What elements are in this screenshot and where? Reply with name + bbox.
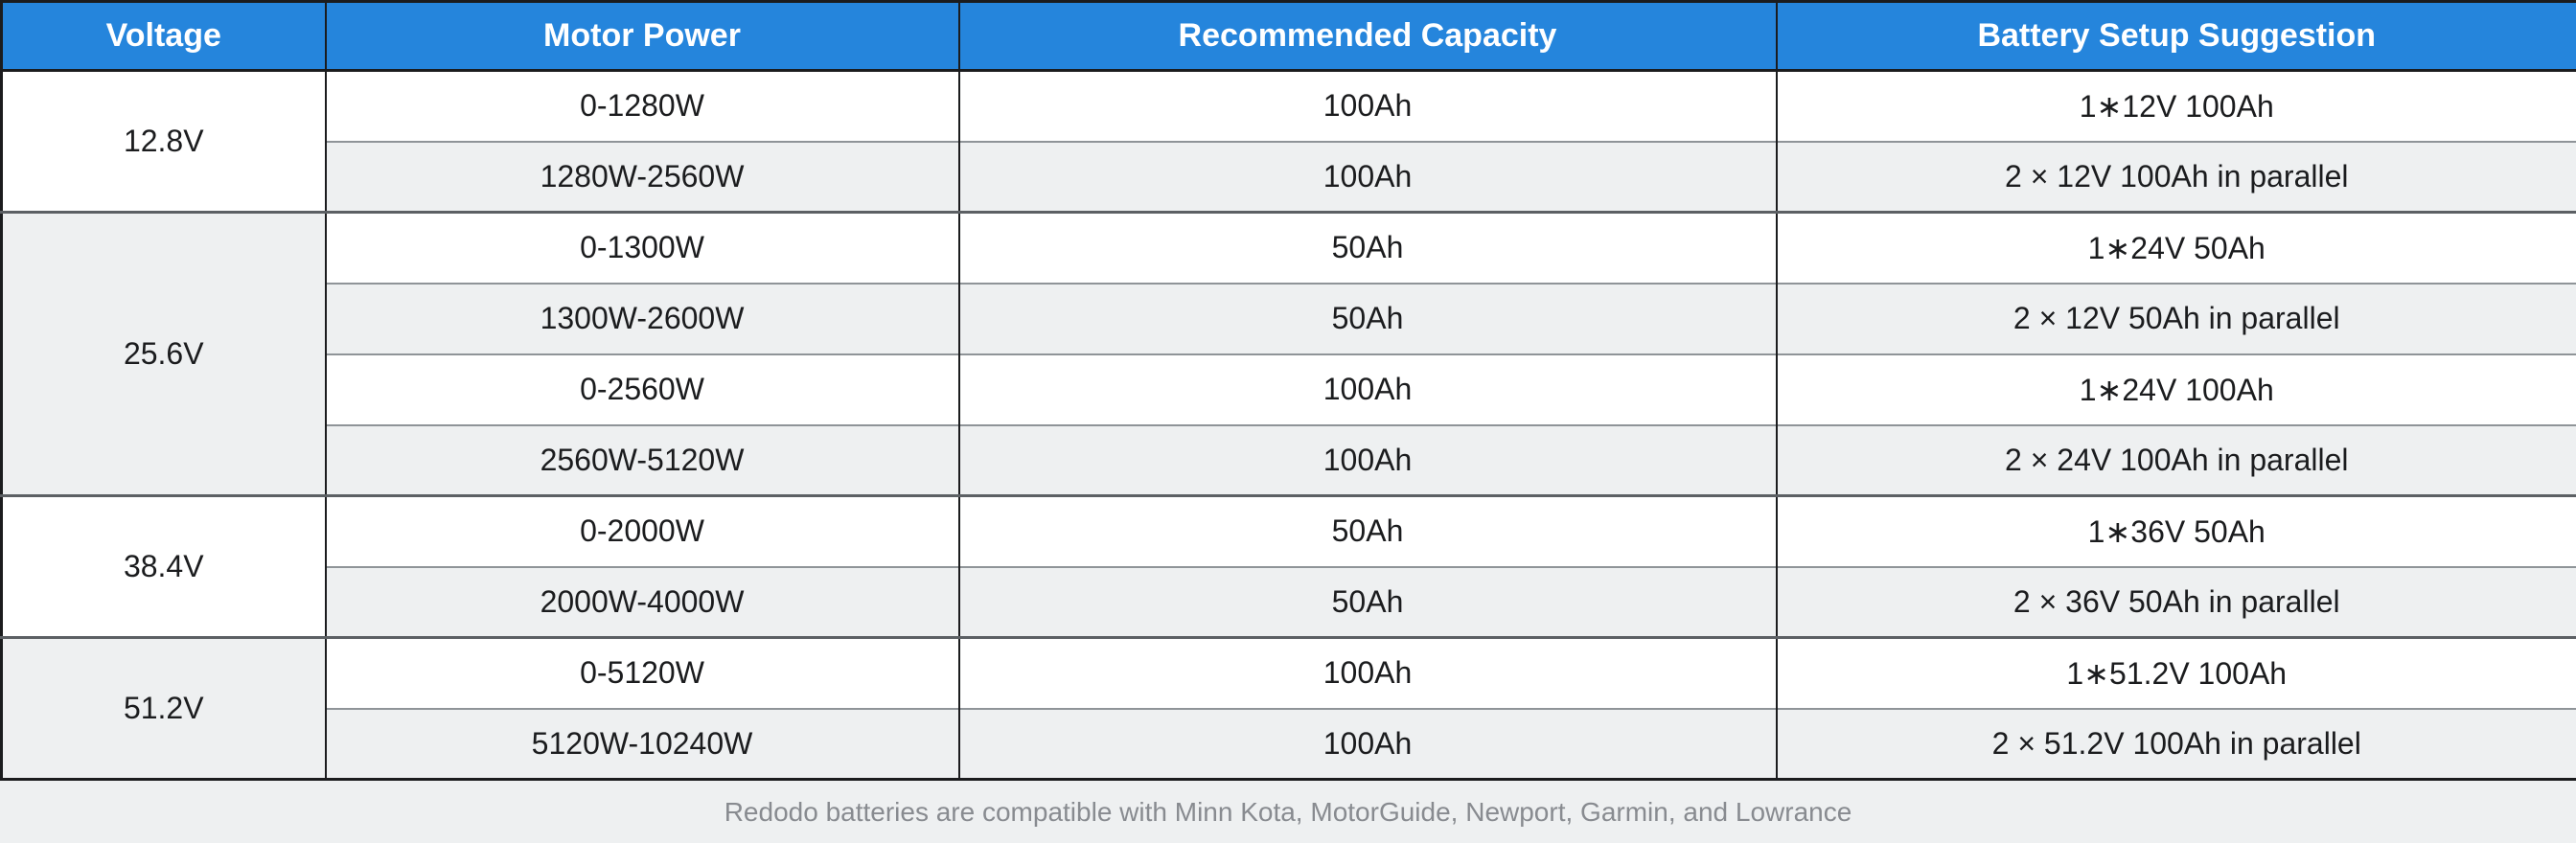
capacity-cell: 100Ah	[957, 70, 1777, 142]
header-cell-voltage: Voltage	[1, 1, 326, 72]
motor-power-cell: 2560W-5120W	[324, 423, 959, 496]
motor-power-cell: 0-1280W	[324, 70, 959, 142]
capacity-cell: 50Ah	[957, 565, 1777, 638]
table-row: 2000W-4000W 50Ah 2 × 36V 50Ah in paralle…	[2, 565, 2576, 638]
motor-power-cell: 1280W-2560W	[324, 140, 959, 213]
voltage-cell: 12.8V	[1, 70, 326, 213]
motor-power-cell: 0-2560W	[324, 353, 959, 425]
motor-power-cell: 2000W-4000W	[324, 565, 959, 638]
setup-cell: 2 × 12V 100Ah in parallel	[1775, 140, 2576, 213]
motor-power-cell: 0-5120W	[324, 636, 959, 709]
voltage-cell: 38.4V	[1, 494, 326, 638]
capacity-cell: 50Ah	[957, 494, 1777, 567]
footer-note-bar: Redodo batteries are compatible with Min…	[0, 781, 2576, 843]
setup-cell: 1∗24V 50Ah	[1775, 211, 2576, 284]
header-cell-motor-power: Motor Power	[324, 1, 959, 72]
setup-cell: 2 × 24V 100Ah in parallel	[1775, 423, 2576, 496]
table-row: 0-2560W 100Ah 1∗24V 100Ah	[2, 353, 2576, 425]
capacity-cell: 100Ah	[957, 140, 1777, 213]
header-cell-battery-setup: Battery Setup Suggestion	[1775, 1, 2576, 72]
table-row: 1300W-2600W 50Ah 2 × 12V 50Ah in paralle…	[2, 282, 2576, 354]
table-row: 5120W-10240W 100Ah 2 × 51.2V 100Ah in pa…	[2, 707, 2576, 780]
capacity-cell: 50Ah	[957, 211, 1777, 284]
header-row: Voltage Motor Power Recommended Capacity…	[1, 1, 2576, 72]
setup-cell: 2 × 36V 50Ah in parallel	[1775, 565, 2576, 638]
motor-power-cell: 0-2000W	[324, 494, 959, 567]
setup-cell: 1∗36V 50Ah	[1775, 494, 2576, 567]
capacity-cell: 100Ah	[957, 636, 1777, 709]
table-row: 38.4V 0-2000W 50Ah 1∗36V 50Ah	[1, 494, 2576, 638]
table-row: 1280W-2560W 100Ah 2 × 12V 100Ah in paral…	[2, 140, 2576, 213]
battery-setup-table: Voltage Motor Power Recommended Capacity…	[0, 0, 2576, 781]
setup-cell: 1∗51.2V 100Ah	[1775, 636, 2576, 709]
setup-cell: 2 × 12V 50Ah in parallel	[1775, 282, 2576, 354]
setup-cell: 1∗12V 100Ah	[1775, 70, 2576, 142]
table-row: 2560W-5120W 100Ah 2 × 24V 100Ah in paral…	[2, 423, 2576, 496]
capacity-cell: 100Ah	[957, 423, 1777, 496]
header-cell-recommended-capacity: Recommended Capacity	[957, 1, 1777, 72]
table-row: 25.6V 0-1300W 50Ah 1∗24V 50Ah	[1, 211, 2576, 496]
setup-cell: 2 × 51.2V 100Ah in parallel	[1775, 707, 2576, 780]
motor-power-cell: 5120W-10240W	[324, 707, 959, 780]
table-row: 12.8V 0-1280W 100Ah 1∗12V 100Ah	[1, 70, 2576, 213]
motor-power-cell: 0-1300W	[324, 211, 959, 284]
setup-cell: 1∗24V 100Ah	[1775, 353, 2576, 425]
voltage-cell: 51.2V	[1, 636, 326, 780]
table-row: 51.2V 0-5120W 100Ah 1∗51.2V 100Ah	[1, 636, 2576, 780]
capacity-cell: 100Ah	[957, 353, 1777, 425]
compatibility-note: Redodo batteries are compatible with Min…	[724, 796, 1852, 827]
capacity-cell: 100Ah	[957, 707, 1777, 780]
capacity-cell: 50Ah	[957, 282, 1777, 354]
voltage-cell: 25.6V	[1, 211, 326, 496]
motor-power-cell: 1300W-2600W	[324, 282, 959, 354]
